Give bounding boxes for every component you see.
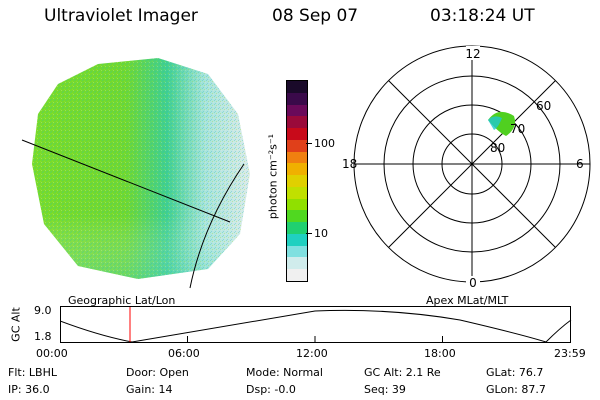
lat-label-60: 60 xyxy=(536,99,551,113)
info-gc-alt: GC Alt: 2.1 Re xyxy=(364,366,441,379)
colorbar-tick-10: 10 xyxy=(314,227,328,240)
colorbar-swatch xyxy=(287,128,307,140)
colorbar-swatch xyxy=(287,151,307,164)
mlt-label-18: 18 xyxy=(342,157,357,171)
instrument-title: Ultraviolet Imager xyxy=(44,6,198,26)
lat-label-70: 70 xyxy=(510,122,525,136)
x-tick-2359: 23:59 xyxy=(554,347,586,360)
info-mode: Mode: Normal xyxy=(246,366,323,379)
info-seq: Seq: 39 xyxy=(364,383,406,396)
y-tick-1-8: 1.8 xyxy=(34,330,52,343)
colorbar-swatch xyxy=(287,245,307,258)
colorbar-swatch xyxy=(287,222,307,234)
terminator-line xyxy=(21,139,231,223)
date-label: 08 Sep 07 xyxy=(272,6,359,26)
info-glon: GLon: 87.7 xyxy=(486,383,546,396)
colorbar-swatch xyxy=(287,175,307,187)
polar-plot: 12 0 18 6 60 70 80 xyxy=(342,45,591,290)
colorbar-swatch xyxy=(287,210,307,223)
apex-label: Apex MLat/MLT xyxy=(426,294,509,307)
y-tick-9: 9.0 xyxy=(34,304,52,317)
time-label: 03:18:24 UT xyxy=(430,6,535,26)
colorbar-swatch xyxy=(287,81,307,93)
altitude-timeline xyxy=(60,306,572,343)
info-ip: IP: 36.0 xyxy=(8,383,50,396)
colorbar-swatch xyxy=(287,139,307,152)
colorbar-swatch xyxy=(287,198,307,211)
colorbar-swatch xyxy=(287,104,307,117)
mlt-label-12: 12 xyxy=(465,47,480,61)
info-door: Door: Open xyxy=(126,366,189,379)
colorbar-swatch xyxy=(287,257,307,270)
geographic-image xyxy=(21,58,250,289)
info-flt: Flt: LBHL xyxy=(8,366,57,379)
info-glat: GLat: 76.7 xyxy=(486,366,544,379)
x-tick-0000: 00:00 xyxy=(36,347,68,360)
x-tick-0600: 06:00 xyxy=(168,347,200,360)
geographic-label: Geographic Lat/Lon xyxy=(68,294,176,307)
colorbar-swatch xyxy=(287,163,307,176)
gc-alt-axis-label: GC Alt xyxy=(9,307,23,342)
colorbar-swatch xyxy=(287,186,307,199)
mlt-label-6: 6 xyxy=(576,157,584,171)
colorbar-swatch xyxy=(287,116,307,129)
info-dsp: Dsp: -0.0 xyxy=(246,383,296,396)
coastline xyxy=(189,163,245,289)
info-gain: Gain: 14 xyxy=(126,383,173,396)
colorbar-swatch xyxy=(287,269,307,282)
colorbar-swatch xyxy=(287,92,307,105)
colorbar xyxy=(286,80,308,282)
x-tick-1800: 18:00 xyxy=(424,347,456,360)
mlt-label-0: 0 xyxy=(469,276,477,290)
colorbar-tick-100: 100 xyxy=(314,137,335,150)
colorbar-unit-label: photon cm⁻²s⁻¹ xyxy=(266,133,280,220)
altitude-curve xyxy=(60,309,572,343)
x-tick-1200: 12:00 xyxy=(296,347,328,360)
lat-label-80: 80 xyxy=(490,141,505,155)
colorbar-swatch xyxy=(287,233,307,246)
colorbar-unit-wrap: photon cm⁻²s⁻¹ xyxy=(263,100,280,270)
